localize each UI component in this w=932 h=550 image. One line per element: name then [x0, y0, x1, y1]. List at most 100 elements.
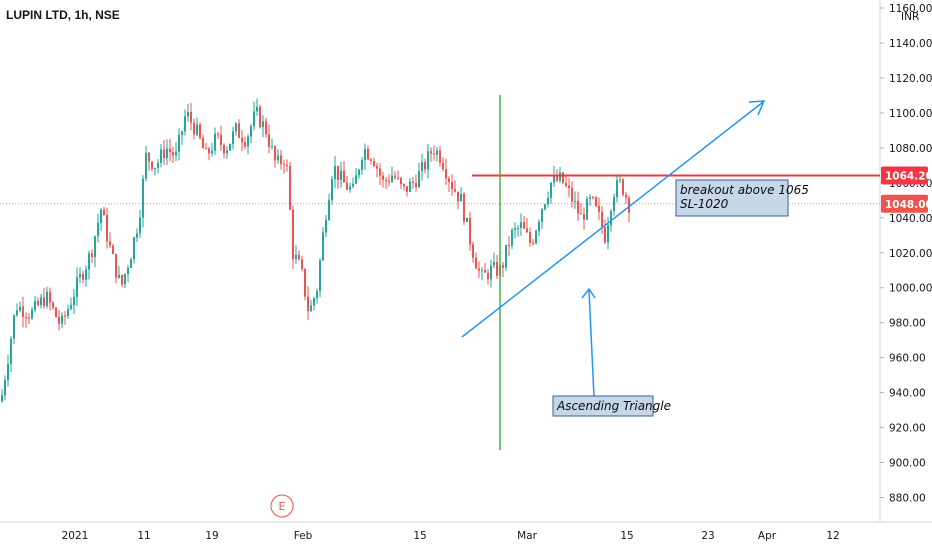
- candle-body: [166, 148, 168, 158]
- candle-body: [442, 162, 444, 170]
- candle-body: [391, 175, 393, 182]
- candle-body: [256, 106, 258, 112]
- breakout-annotation-line: breakout above 1065: [680, 183, 809, 197]
- candle-body: [463, 193, 465, 222]
- candle-body: [124, 273, 126, 285]
- candle-body: [625, 194, 627, 198]
- candle-body: [1, 395, 3, 402]
- pointer-arrow: [588, 289, 595, 398]
- candle-body: [190, 112, 192, 123]
- candle-body: [37, 300, 39, 305]
- candle-body: [616, 180, 618, 198]
- candle-body: [307, 296, 309, 312]
- x-tick-label: 12: [826, 530, 839, 542]
- candle-body: [253, 111, 255, 127]
- candle-body: [547, 197, 549, 205]
- candle-body: [148, 152, 150, 162]
- candle-body: [184, 116, 186, 132]
- candle-body: [163, 149, 165, 158]
- last-price-label: 1048.00: [885, 199, 932, 211]
- candle-body: [304, 268, 306, 297]
- price-axis[interactable]: [880, 0, 932, 550]
- trendline-arrowhead: [748, 100, 766, 116]
- breakout-annotation-line: SL-1020: [680, 197, 729, 211]
- x-tick-label: 15: [620, 530, 633, 542]
- candle-body: [28, 317, 30, 319]
- candle-body: [517, 228, 519, 230]
- candle-body: [268, 134, 270, 147]
- candle-body: [4, 380, 6, 396]
- candle-body: [472, 244, 474, 258]
- candle-body: [475, 257, 477, 269]
- candle-body: [103, 209, 105, 216]
- y-tick-label: 900.00: [889, 458, 926, 470]
- candle-body: [220, 135, 222, 145]
- candle-body: [310, 305, 312, 312]
- candle-body: [445, 169, 447, 179]
- candle-body: [409, 181, 411, 192]
- pointer-arrowhead: [581, 287, 596, 299]
- candle-body: [169, 148, 171, 153]
- resistance-price-label-bg: [881, 166, 928, 185]
- triangle-annotation[interactable]: [552, 395, 654, 417]
- candle-body: [466, 217, 468, 222]
- candle-body: [496, 262, 498, 276]
- candle-body: [214, 133, 216, 151]
- candle-body: [262, 121, 264, 128]
- triangle-annotation-text: Ascending Triangle: [556, 399, 671, 413]
- candle-body: [7, 363, 9, 381]
- candle-body: [361, 159, 363, 170]
- candle-body: [139, 217, 141, 234]
- candle-body: [400, 177, 402, 185]
- candle-body: [490, 265, 492, 280]
- candle-body: [52, 302, 54, 308]
- candle-body: [49, 291, 51, 303]
- trendline[interactable]: [461, 101, 764, 338]
- resistance-price-label: 1064.20: [885, 170, 932, 182]
- candle-body: [337, 165, 339, 180]
- candle-body: [526, 228, 528, 232]
- candle-body: [109, 241, 111, 246]
- candle-body: [604, 227, 606, 243]
- candle-body: [136, 233, 138, 238]
- candle-body: [424, 162, 426, 170]
- candle-body: [88, 253, 90, 270]
- candle-body: [97, 222, 99, 237]
- candle-body: [610, 211, 612, 226]
- candle-body: [397, 177, 399, 179]
- candle-body: [34, 300, 36, 310]
- candle-body: [448, 178, 450, 182]
- candle-body: [64, 315, 66, 317]
- y-tick-label: 940.00: [889, 388, 926, 400]
- candle-body: [232, 131, 234, 144]
- breakout-annotation[interactable]: [675, 179, 789, 217]
- candle-body: [223, 144, 225, 154]
- earnings-marker[interactable]: [270, 494, 294, 518]
- candle-body: [427, 151, 429, 170]
- candle-body: [193, 122, 195, 135]
- candle-body: [334, 165, 336, 180]
- candle-body: [265, 121, 267, 135]
- candle-body: [196, 124, 198, 135]
- candle-body: [115, 253, 117, 278]
- candle-body: [157, 162, 159, 168]
- candle-body: [328, 200, 330, 220]
- candle-body: [613, 197, 615, 212]
- candle-body: [331, 179, 333, 201]
- candle-body: [346, 182, 348, 190]
- x-tick-label: Feb: [294, 530, 313, 542]
- candle-body: [451, 181, 453, 190]
- y-tick-label: 1040.00: [889, 213, 932, 225]
- candle-body: [550, 182, 552, 198]
- candle-body: [556, 175, 558, 181]
- x-tick-label: 19: [205, 530, 218, 542]
- candle-body: [607, 225, 609, 243]
- candle-body: [601, 211, 603, 228]
- candle-body: [532, 242, 534, 244]
- candle-body: [154, 167, 156, 170]
- candle-body: [367, 149, 369, 160]
- candle-body: [31, 309, 33, 319]
- candle-body: [529, 231, 531, 243]
